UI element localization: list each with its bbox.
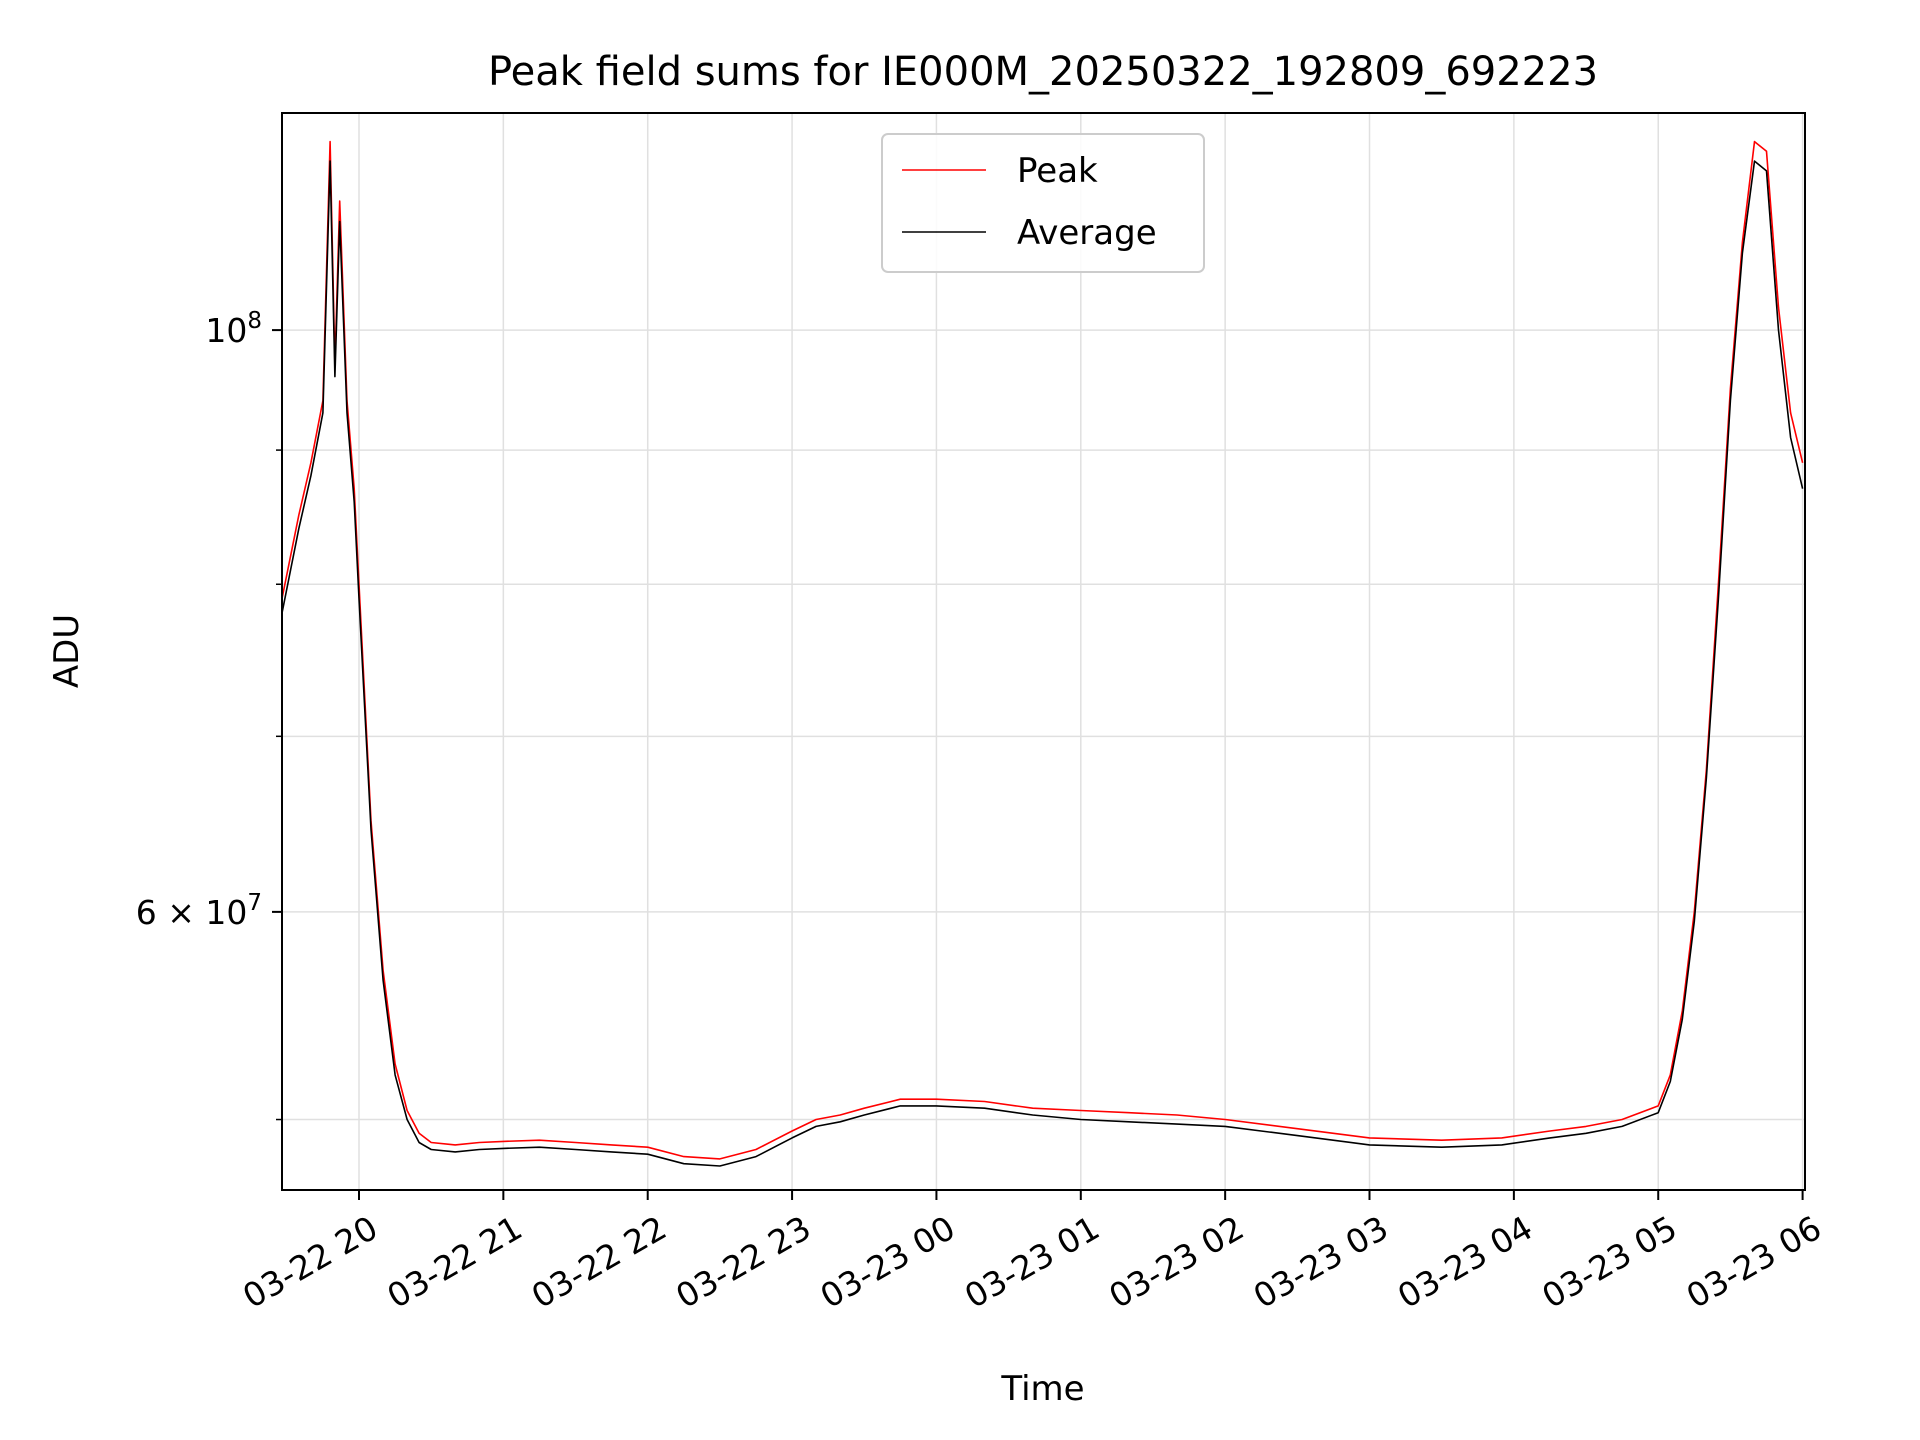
y-tick-label: 108 [205,308,262,350]
y-axis: 6 × 107 108 [136,308,282,1121]
x-axis-label: Time [1000,1369,1084,1409]
series-line-average [282,160,1804,1167]
series-layer [282,140,1804,1167]
legend: Peak Average [881,133,1205,273]
legend-average-label: Average [1017,213,1157,253]
chart-title: Peak field sums for IE000M_20250322_1928… [488,49,1598,95]
plot-frame [281,112,1806,1191]
legend-box [881,133,1205,273]
y-tick-label: 6 × 107 [136,890,262,932]
legend-peak-label: Peak [1017,151,1098,191]
y-axis-label: ADU [47,614,87,688]
grid-lines [282,113,1805,1190]
